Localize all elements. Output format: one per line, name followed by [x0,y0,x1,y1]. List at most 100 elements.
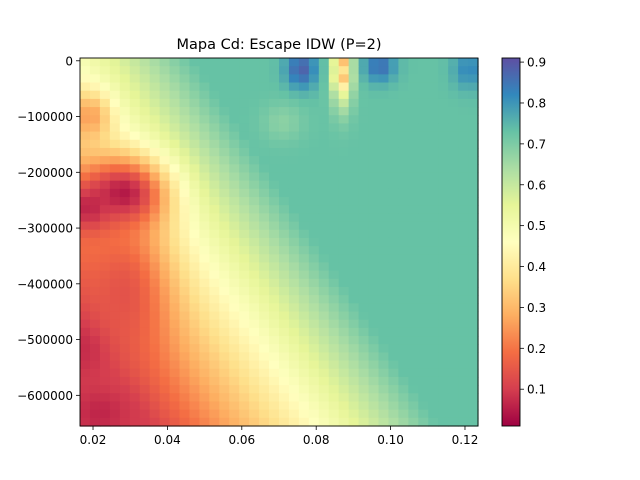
heatmap-cell [358,172,370,182]
heatmap-cell [99,393,111,403]
heatmap-cell [119,352,131,362]
x-tick-label: 0.10 [377,433,404,447]
heatmap-cell [80,205,91,214]
heatmap-cell [428,156,439,165]
heatmap-cell [279,286,290,296]
heatmap-cell [418,262,429,272]
heatmap-cell [89,327,101,337]
y-tick-label: −100000 [17,110,73,124]
heatmap-cell [149,139,161,149]
heatmap-cell [159,90,171,100]
heatmap-cell [89,74,101,84]
heatmap-cell [348,131,360,141]
heatmap-cell [279,376,290,386]
y-axis: 0−100000−200000−300000−400000−500000−600… [17,54,80,403]
heatmap-cell [199,368,210,378]
heatmap-cell [308,221,320,231]
heatmap-cell [338,385,350,394]
heatmap-cell [109,352,121,362]
heatmap-cell [398,139,409,149]
heatmap-cell [388,360,399,370]
heatmap-cell [229,107,240,116]
heatmap-cell [348,246,360,255]
heatmap-cell [129,409,141,419]
heatmap-cell [249,115,260,125]
heatmap-cell [169,205,181,214]
heatmap-cell [169,107,181,116]
heatmap-cell [288,360,300,370]
heatmap-cell [288,376,300,386]
heatmap-cell [189,107,200,116]
heatmap-cell [279,393,290,403]
heatmap-cell [288,278,300,288]
heatmap-cell [99,270,111,280]
heatmap-cell [179,188,191,198]
heatmap-cell [229,393,240,403]
heatmap-cell [468,74,479,84]
heatmap-cell [109,278,121,288]
heatmap-cell [438,172,449,182]
heatmap-cell [80,327,91,337]
heatmap-cell [259,352,270,362]
heatmap-cell [348,385,360,394]
heatmap-cell [378,352,390,362]
heatmap-cell [308,278,320,288]
heatmap-cell [358,327,370,337]
heatmap-cell [149,164,161,174]
heatmap-cell [119,311,131,321]
heatmap-cell [338,344,350,353]
heatmap-cell [179,66,191,75]
heatmap-cell [199,164,210,174]
heatmap-cell [468,254,479,264]
heatmap-cell [318,385,330,394]
heatmap-cell [438,336,449,345]
heatmap-cell [229,417,240,427]
heatmap-cell [388,123,399,133]
heatmap-cell [318,246,330,255]
heatmap-cell [249,139,260,149]
heatmap-cell [448,286,459,296]
heatmap-cell [189,172,200,182]
heatmap-cell [239,303,250,313]
heatmap-cell [149,197,161,206]
heatmap-cell [378,303,390,313]
heatmap-cell [249,74,260,84]
heatmap-cell [109,360,121,370]
heatmap-cell [109,246,121,255]
heatmap-cell [468,58,479,67]
heatmap-cell [418,368,429,378]
heatmap-cell [328,58,340,67]
heatmap-cell [239,409,250,419]
heatmap-cell [169,385,181,394]
heatmap-cell [468,409,479,419]
heatmap-cell [219,270,230,280]
heatmap-cell [288,82,300,92]
heatmap-cell [388,164,399,174]
heatmap-cell [428,197,439,206]
heatmap-cell [308,360,320,370]
heatmap-cell [378,360,390,370]
heatmap-cell [358,409,370,419]
heatmap-cell [119,344,131,353]
heatmap-cell [388,311,399,321]
heatmap-cell [398,221,409,231]
heatmap-cell [368,66,380,75]
heatmap-cell [99,278,111,288]
heatmap-cell [179,376,191,386]
heatmap-cell [209,360,220,370]
heatmap-cell [358,385,370,394]
heatmap-cell [338,254,350,264]
heatmap-cell [438,90,449,100]
heatmap-cell [80,385,91,394]
heatmap-cell [129,270,141,280]
heatmap-cell [328,131,340,141]
heatmap-cell [139,327,151,337]
heatmap-cell [468,82,479,92]
heatmap-cell [378,311,390,321]
heatmap-cell [169,229,181,239]
heatmap-cell [80,401,91,411]
heatmap-cell [80,213,91,223]
heatmap-cell [139,188,151,198]
heatmap-cell [259,58,270,67]
heatmap-cell [468,368,479,378]
